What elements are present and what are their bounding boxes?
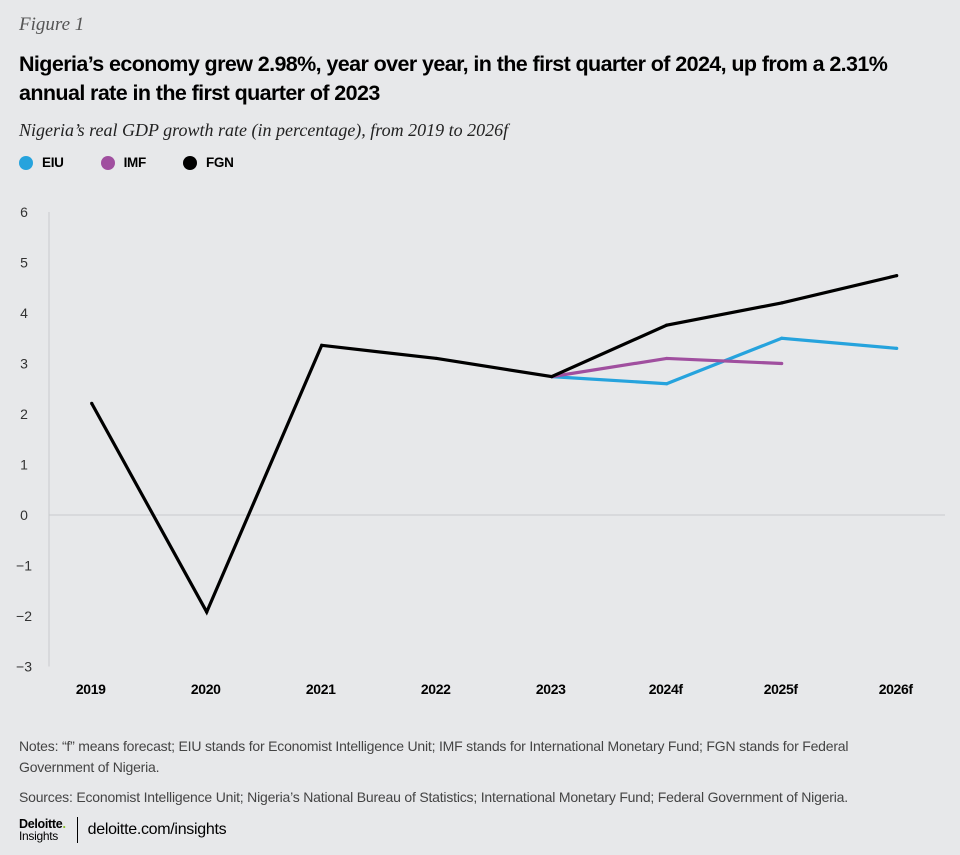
x-tick-label: 2022 (421, 681, 451, 697)
figure-label: Figure 1 (19, 14, 85, 35)
data-point-imf (780, 361, 784, 366)
y-tick-label: 6 (20, 204, 28, 220)
y-tick-label: 3 (20, 356, 28, 372)
data-point-fgn (895, 274, 899, 278)
chart-sources: Sources: Economist Intelligence Unit; Ni… (19, 789, 848, 805)
data-point-fgn (320, 343, 324, 347)
chart-subtitle: Nigeria’s real GDP growth rate (in perce… (19, 120, 509, 140)
y-tick-label: 2 (20, 406, 28, 422)
y-tick-label: 0 (20, 507, 28, 523)
legend-dot-fgn (182, 155, 197, 170)
data-point-fgn (90, 401, 94, 405)
y-tick-label: −3 (16, 659, 32, 675)
x-tick-label: 2019 (76, 681, 106, 697)
logo-main-text: Deloitte (19, 817, 63, 831)
y-tick-label: 1 (20, 457, 28, 473)
chart-title: Nigeria’s economy grew 2.98%, year over … (19, 52, 888, 105)
deloitte-insights-logo: Deloitte. Insights (19, 818, 66, 842)
y-tick-label: 5 (20, 255, 28, 271)
series-line-fgn (90, 274, 898, 616)
legend-item-fgn: FGN (182, 155, 234, 170)
x-tick-label: 2020 (191, 681, 221, 697)
x-tick-label: 2025f (764, 681, 799, 697)
data-point-eiu (895, 346, 899, 350)
legend-item-eiu: EIU (19, 155, 64, 170)
x-tick-label: 2024f (649, 681, 684, 697)
y-tick-label: 4 (20, 305, 28, 321)
data-point-eiu (780, 336, 784, 340)
legend-label-imf: IMF (123, 155, 147, 170)
x-tick-label: 2026f (879, 681, 914, 697)
data-point-fgn (780, 301, 784, 305)
footer-divider (76, 817, 78, 843)
x-tick-label: 2021 (306, 681, 336, 697)
line-chart: 6 5 4 3 2 1 0 −1 −2 −3 2019 2020 2021 2022 2023 2024f 20… (16, 204, 945, 697)
deloitte-insights-link[interactable]: deloitte.com/insights (87, 821, 227, 838)
y-tick-label: −1 (16, 558, 32, 574)
footer: Deloitte. Insights deloitte.com/insights (19, 817, 227, 843)
data-point-fgn (550, 375, 554, 379)
x-tick-label: 2023 (536, 681, 566, 697)
legend-dot-imf (100, 155, 115, 170)
chart-notes: Notes: “f” means forecast; EIU stands fo… (19, 738, 849, 775)
logo-main: Deloitte. (19, 817, 66, 831)
legend: EIU IMF FGN (19, 155, 271, 170)
data-point-fgn (665, 323, 669, 327)
data-point-fgn (435, 356, 439, 361)
legend-label-fgn: FGN (205, 155, 234, 170)
legend-item-imf: IMF (100, 155, 147, 170)
data-point-eiu (665, 382, 669, 386)
legend-dot-eiu (19, 155, 33, 170)
logo-sub: Insights (19, 829, 58, 843)
y-tick-label: −2 (16, 608, 32, 624)
logo-dot: . (62, 817, 66, 831)
data-point-imf (665, 356, 669, 361)
data-point-fgn (205, 610, 209, 614)
legend-label-eiu: EIU (42, 155, 64, 170)
